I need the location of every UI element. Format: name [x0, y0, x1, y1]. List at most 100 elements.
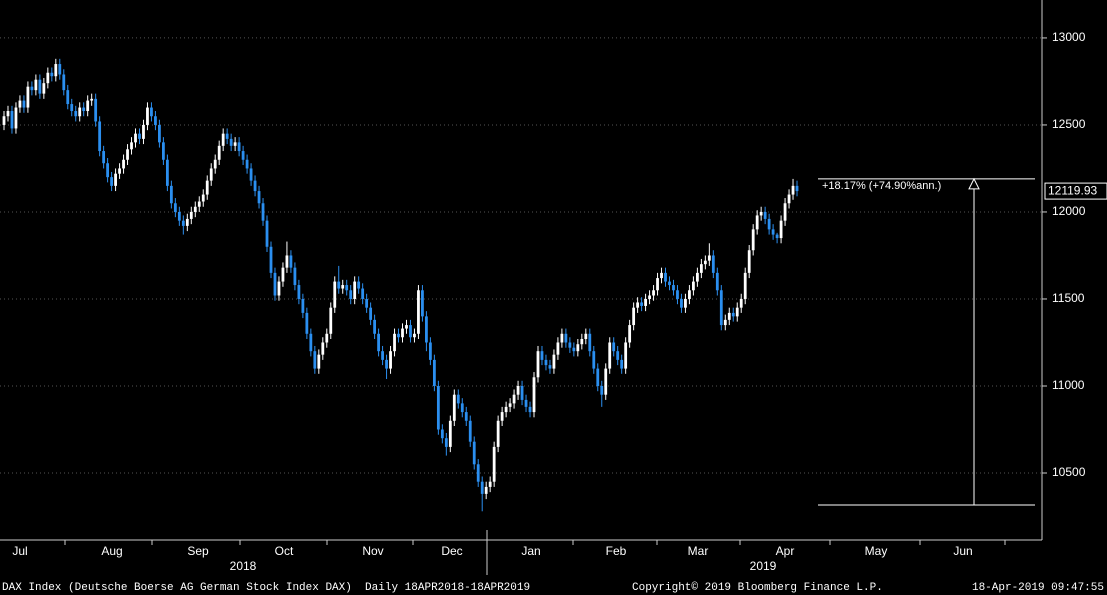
- candle-body: [628, 325, 632, 343]
- candle-body: [94, 98, 98, 122]
- candle-body: [432, 359, 436, 386]
- candle-body: [205, 180, 209, 195]
- candle-body: [743, 272, 747, 299]
- candle-body: [233, 142, 237, 146]
- candle-body: [142, 124, 145, 139]
- candle-body: [731, 312, 735, 317]
- year-label: 2019: [750, 559, 777, 573]
- candle-body: [448, 420, 452, 447]
- candle-body: [636, 302, 640, 308]
- candle-body: [715, 272, 719, 291]
- candle-body: [456, 394, 460, 404]
- candle-body: [759, 211, 763, 216]
- candle-body: [632, 307, 636, 326]
- candle-body: [528, 406, 532, 413]
- candle-body: [508, 403, 512, 407]
- annotation: +18.17% (+74.90%ann.): [822, 180, 941, 192]
- x-tick-label: Apr: [776, 544, 795, 558]
- candle-body: [608, 342, 612, 369]
- candle-body: [46, 72, 50, 84]
- candle-body: [568, 342, 572, 348]
- footer-right: 18-Apr-2019 09:47:55: [972, 582, 1104, 594]
- candle-body: [381, 351, 384, 360]
- candle-body: [201, 194, 205, 202]
- candle-body: [620, 359, 624, 369]
- candle-body: [719, 290, 723, 326]
- candle-body: [656, 278, 659, 291]
- x-tick-label: Mar: [688, 544, 709, 558]
- candle-body: [345, 285, 349, 291]
- candle-body: [337, 281, 341, 289]
- candle-body: [676, 290, 679, 299]
- arrow-head: [968, 177, 980, 190]
- candle-body: [114, 173, 117, 186]
- candle-body: [668, 281, 671, 286]
- y-tick-label: 11000: [1052, 378, 1085, 392]
- y-tick-label: 13000: [1052, 30, 1086, 44]
- candle-body: [584, 333, 588, 340]
- candle-body: [289, 255, 293, 268]
- candle-body: [297, 285, 301, 299]
- candle-body: [213, 159, 217, 169]
- candle-body: [711, 255, 715, 273]
- candle-body: [560, 333, 564, 343]
- candle-body: [684, 298, 687, 308]
- candle-body: [285, 255, 289, 268]
- candle-body: [480, 481, 484, 494]
- x-tick-label: May: [865, 544, 888, 558]
- candle-body: [405, 325, 408, 329]
- candle-body: [532, 377, 536, 413]
- candle-body: [779, 220, 783, 239]
- candle-body: [26, 86, 30, 108]
- candle-body: [90, 98, 94, 101]
- candle-body: [588, 333, 592, 352]
- candle-body: [18, 100, 22, 108]
- candle-body: [293, 267, 297, 286]
- candle-body: [341, 285, 345, 289]
- candle-body: [309, 333, 313, 352]
- candle-body: [544, 359, 548, 366]
- candle-body: [516, 385, 520, 395]
- candle-body: [146, 107, 149, 125]
- candle-body: [389, 351, 392, 369]
- candle-body: [644, 298, 647, 306]
- candle-body: [225, 133, 229, 139]
- candle-body: [66, 90, 70, 105]
- candle-body: [58, 64, 62, 75]
- candle-body: [664, 272, 667, 282]
- x-tick-label: Jan: [521, 544, 540, 558]
- candle-body: [106, 163, 110, 178]
- candle-body: [229, 138, 233, 146]
- candle-body: [692, 281, 695, 291]
- y-tick-label: 11500: [1052, 291, 1085, 305]
- candle-body: [600, 385, 604, 395]
- candle-body: [249, 168, 253, 181]
- candle-body: [413, 333, 416, 338]
- candle-body: [357, 281, 361, 289]
- candle-body: [648, 295, 651, 299]
- candle-body: [660, 272, 663, 279]
- candle-body: [165, 159, 169, 186]
- candle-body: [78, 107, 82, 117]
- candle-body: [417, 290, 420, 334]
- candle-body: [496, 420, 500, 447]
- candle-body: [257, 191, 261, 204]
- candle-body: [699, 264, 703, 273]
- candle-body: [488, 481, 492, 487]
- candle-body: [82, 107, 86, 112]
- candle-body: [476, 464, 480, 482]
- candle-body: [425, 316, 428, 343]
- candle-body: [369, 307, 373, 320]
- candle-body: [14, 107, 18, 129]
- candle-body: [62, 74, 66, 91]
- candle-body: [177, 211, 181, 221]
- candle-body: [791, 185, 795, 195]
- footer-center: Copyright© 2019 Bloomberg Finance L.P.: [632, 582, 883, 594]
- candle-body: [181, 220, 185, 226]
- candle-body: [771, 229, 775, 235]
- candle-body: [134, 133, 137, 143]
- candle-body: [122, 159, 125, 169]
- footer-left: DAX Index (Deutsche Boerse AG German Sto…: [2, 582, 530, 594]
- candle-body: [86, 100, 90, 112]
- candle-body: [221, 133, 225, 146]
